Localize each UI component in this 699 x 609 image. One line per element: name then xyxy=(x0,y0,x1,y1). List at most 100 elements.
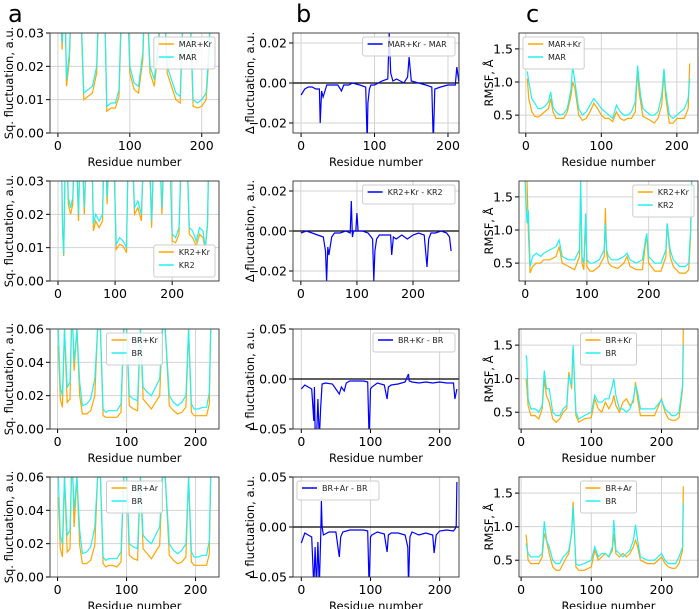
legend-box xyxy=(632,184,695,218)
series-group xyxy=(60,33,211,113)
legend: MAR+Kr MAR xyxy=(153,36,216,70)
x-tick-label: 100 xyxy=(118,138,142,153)
y-tick-label: 0.05 xyxy=(259,322,287,337)
series-group xyxy=(61,181,209,257)
series-line-br xyxy=(525,503,684,567)
legend-label: KR2 xyxy=(658,201,674,210)
y-tick-label: 0.04 xyxy=(16,355,44,370)
legend-label: BR xyxy=(132,497,143,506)
x-tick-label: 100 xyxy=(579,582,603,597)
axes-frame xyxy=(292,328,460,430)
x-axis-label: Residue number xyxy=(562,155,656,169)
legend: KR2+Kr KR2 xyxy=(153,244,216,278)
legend-label: BR+Ar - BR xyxy=(322,484,368,493)
x-tick-label: 100 xyxy=(115,434,139,449)
x-tick-label: 0 xyxy=(54,286,62,301)
x-tick-label: 0 xyxy=(517,434,525,449)
y-tick-label: 1.5 xyxy=(493,486,513,501)
x-tick-label: 200 xyxy=(401,286,425,301)
y-tick-label: 0.00 xyxy=(259,76,287,91)
x-tick-label: 0 xyxy=(54,582,62,597)
series-line-mar-kr xyxy=(60,33,211,113)
legend: BR+Kr BR xyxy=(106,332,163,366)
axes-frame xyxy=(49,180,220,282)
series-line-br xyxy=(525,345,684,420)
y-axis-label: Sq. fluctuation, a.u. xyxy=(2,175,16,288)
subplot-c3: 0 100 200 0.5 1.0 1.5 Residue number RMSF, Å BR+… xyxy=(481,328,699,465)
legend: BR+Kr - BR xyxy=(372,332,456,353)
axes-frame xyxy=(49,32,220,134)
legend-label: BR+Ar xyxy=(606,484,633,493)
y-tick-label: 0.02 xyxy=(259,184,287,199)
legend-box xyxy=(362,36,456,57)
series-group xyxy=(300,200,452,281)
y-tick-label: 0.00 xyxy=(16,274,44,289)
x-tick-label: 0 xyxy=(54,138,62,153)
y-tick-label: 0.01 xyxy=(16,240,44,255)
series-line-mar xyxy=(526,65,691,120)
series-line-br xyxy=(57,329,212,414)
y-axis-label: Sq. fluctuation, a.u. xyxy=(2,323,16,436)
y-axis-label: Δ fluctuation, a.u. xyxy=(243,476,257,578)
series-group xyxy=(525,486,684,571)
legend-label: KR2+Kr xyxy=(179,248,211,257)
y-axis-label: Δ fluctuation, a.u. xyxy=(243,180,257,282)
axes-frame xyxy=(292,180,460,282)
legend-box xyxy=(106,332,163,366)
legend: MAR+Kr MAR xyxy=(522,36,585,70)
legend-box xyxy=(580,480,637,514)
x-axis-label: Residue number xyxy=(329,451,423,465)
x-tick-label: 200 xyxy=(665,138,689,153)
y-tick-label: 0.00 xyxy=(259,224,287,239)
y-tick-label: 0.03 xyxy=(16,174,44,189)
legend-box xyxy=(153,244,216,278)
x-tick-label: 100 xyxy=(115,582,139,597)
legend-box xyxy=(362,184,456,205)
legend-box xyxy=(580,332,637,366)
y-tick-label: 1.5 xyxy=(493,189,513,204)
axes-frame xyxy=(518,476,699,578)
x-tick-label: 200 xyxy=(184,582,208,597)
x-tick-label: 200 xyxy=(428,434,452,449)
legend-box xyxy=(522,36,585,70)
x-tick-label: 100 xyxy=(589,138,613,153)
legend: KR2+Kr - KR2 xyxy=(362,184,456,205)
legend-label: BR+Kr xyxy=(606,336,633,345)
x-tick-label: 0 xyxy=(54,434,62,449)
y-tick-label: 0.02 xyxy=(16,207,44,222)
y-tick-label: 1.0 xyxy=(493,223,513,238)
legend-label: BR xyxy=(606,349,617,358)
y-tick-label: 0.02 xyxy=(259,36,287,51)
legend-label: MAR xyxy=(548,53,566,62)
y-tick-label: −0.02 xyxy=(249,116,287,131)
y-axis-label: RMSF, Å xyxy=(481,59,496,106)
legend-label: MAR+Kr - MAR xyxy=(388,40,448,49)
series-line-br-ar-br xyxy=(300,481,458,577)
y-tick-label: 0.00 xyxy=(16,422,44,437)
x-axis-label: Residue number xyxy=(88,599,182,609)
axes-frame xyxy=(49,328,220,430)
x-tick-label: 200 xyxy=(650,582,674,597)
y-tick-label: 0.00 xyxy=(16,126,44,141)
panel-letter-b: b xyxy=(296,0,311,28)
series-line-kr2 xyxy=(524,181,693,267)
subplot-b1: 0 100 200 −0.02 0.00 0.02 Residue number Δ fluc… xyxy=(243,32,460,169)
y-tick-label: 0.5 xyxy=(493,256,513,271)
axes-frame xyxy=(292,476,460,578)
panel-letter-a: a xyxy=(8,0,23,28)
subplot-b2: 0 100 200 −0.02 0.00 0.02Δ fluctuation, a.u. K… xyxy=(243,180,460,301)
x-tick-label: 200 xyxy=(160,286,184,301)
y-axis-label: Δ fluctuation, a.u. xyxy=(243,32,257,134)
series-group xyxy=(300,481,458,577)
axes-frame xyxy=(518,32,699,134)
y-tick-label: −0.05 xyxy=(249,570,287,585)
x-tick-label: 100 xyxy=(359,582,383,597)
axes-frame xyxy=(518,180,699,282)
y-tick-label: 0.00 xyxy=(259,372,287,387)
x-tick-label: 200 xyxy=(637,286,661,301)
legend: KR2+Kr KR2 xyxy=(632,184,695,218)
y-tick-label: 0.06 xyxy=(16,470,44,485)
subplot-c4: 0 100 200 0.5 1.0 1.5 Residue number RMSF, Å BR+… xyxy=(481,476,699,609)
y-tick-label: 0.5 xyxy=(493,108,513,123)
